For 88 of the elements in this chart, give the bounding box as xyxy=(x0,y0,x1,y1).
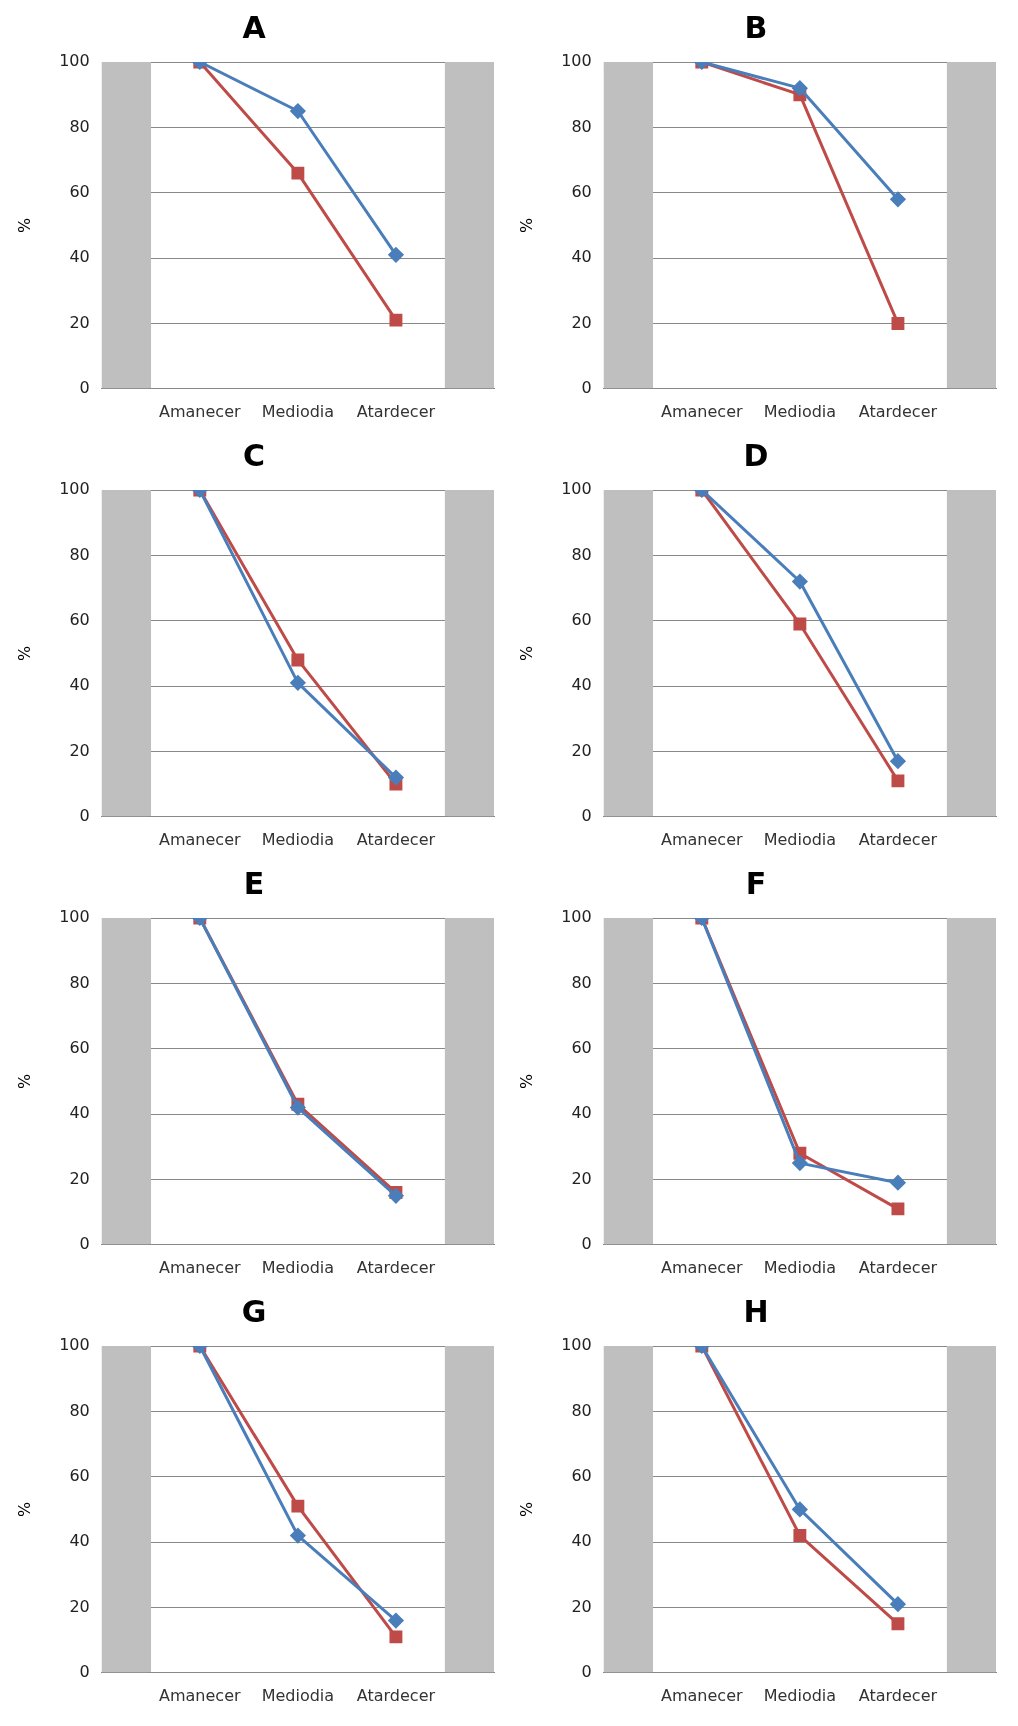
y-tick-label: 0 xyxy=(79,377,90,397)
y-axis-title: % xyxy=(516,217,536,233)
y-tick-label: 20 xyxy=(69,312,90,332)
x-tick-label: Amanecer xyxy=(159,1257,241,1277)
y-tick-label: 100 xyxy=(561,907,592,927)
y-tick-label: 40 xyxy=(69,1103,90,1123)
y-tick-label: 60 xyxy=(571,609,592,629)
y-tick-label: 80 xyxy=(571,116,592,136)
chart-title: E xyxy=(243,865,265,901)
y-tick-label: 60 xyxy=(69,609,90,629)
y-axis-title: % xyxy=(516,1501,536,1517)
x-tick-label: Atardecer xyxy=(356,829,436,849)
y-tick-label: 20 xyxy=(69,1596,90,1616)
y-tick-label: 0 xyxy=(79,805,90,825)
y-tick-label: 100 xyxy=(59,479,90,499)
y-tick-label: 80 xyxy=(69,116,90,136)
y-tick-label: 60 xyxy=(69,1037,90,1057)
y-tick-label: 100 xyxy=(561,479,592,499)
y-tick-label: 80 xyxy=(571,1400,592,1420)
x-tick-label: Atardecer xyxy=(356,1685,436,1705)
chart-title: F xyxy=(745,865,767,901)
y-tick-label: 100 xyxy=(59,907,90,927)
y-tick-label: 100 xyxy=(561,51,592,71)
y-tick-label: 20 xyxy=(69,1168,90,1188)
y-tick-label: 20 xyxy=(69,740,90,760)
y-tick-label: 40 xyxy=(571,675,592,695)
x-tick-label: Amanecer xyxy=(159,829,241,849)
chart-title: D xyxy=(743,437,769,473)
y-tick-label: 100 xyxy=(59,1335,90,1355)
x-tick-label: Amanecer xyxy=(661,401,743,421)
y-tick-label: 40 xyxy=(69,1531,90,1551)
y-tick-label: 20 xyxy=(571,1596,592,1616)
y-tick-label: 60 xyxy=(69,181,90,201)
y-tick-label: 40 xyxy=(69,247,90,267)
x-tick-label: Mediodia xyxy=(261,401,335,421)
y-tick-label: 80 xyxy=(571,544,592,564)
x-tick-label: Atardecer xyxy=(858,1257,938,1277)
x-tick-label: Mediodia xyxy=(763,401,837,421)
y-axis-title: % xyxy=(14,1501,34,1517)
x-tick-label: Amanecer xyxy=(661,829,743,849)
y-tick-label: 40 xyxy=(571,1531,592,1551)
y-tick-label: 80 xyxy=(69,1400,90,1420)
y-tick-label: 80 xyxy=(571,972,592,992)
chart-title: H xyxy=(743,1293,769,1329)
y-tick-label: 60 xyxy=(571,1465,592,1485)
y-tick-label: 80 xyxy=(69,544,90,564)
y-tick-label: 100 xyxy=(59,51,90,71)
y-tick-label: 0 xyxy=(79,1661,90,1681)
x-tick-label: Atardecer xyxy=(356,1257,436,1277)
chart-title: C xyxy=(242,437,266,473)
x-tick-label: Mediodia xyxy=(261,1257,335,1277)
y-tick-label: 80 xyxy=(69,972,90,992)
y-axis-title: % xyxy=(14,1073,34,1089)
y-tick-label: 0 xyxy=(79,1233,90,1253)
x-tick-label: Atardecer xyxy=(858,1685,938,1705)
y-tick-label: 40 xyxy=(571,1103,592,1123)
y-tick-label: 60 xyxy=(571,1037,592,1057)
x-tick-label: Atardecer xyxy=(356,401,436,421)
y-tick-label: 20 xyxy=(571,740,592,760)
x-tick-label: Mediodia xyxy=(261,1685,335,1705)
chart-title: G xyxy=(241,1293,267,1329)
x-tick-label: Amanecer xyxy=(159,1685,241,1705)
y-tick-label: 20 xyxy=(571,312,592,332)
y-axis-title: % xyxy=(14,645,34,661)
y-tick-label: 40 xyxy=(571,247,592,267)
x-tick-label: Mediodia xyxy=(261,829,335,849)
y-axis-title: % xyxy=(14,217,34,233)
y-tick-label: 0 xyxy=(581,377,592,397)
y-tick-label: 60 xyxy=(69,1465,90,1485)
x-tick-label: Atardecer xyxy=(858,829,938,849)
x-tick-label: Amanecer xyxy=(159,401,241,421)
x-tick-label: Amanecer xyxy=(661,1685,743,1705)
x-tick-label: Mediodia xyxy=(763,829,837,849)
y-tick-label: 0 xyxy=(581,1661,592,1681)
y-tick-label: 0 xyxy=(581,805,592,825)
y-tick-label: 20 xyxy=(571,1168,592,1188)
x-tick-label: Atardecer xyxy=(858,401,938,421)
y-axis-title: % xyxy=(516,1073,536,1089)
y-tick-label: 100 xyxy=(561,1335,592,1355)
x-tick-label: Mediodia xyxy=(763,1685,837,1705)
x-tick-label: Mediodia xyxy=(763,1257,837,1277)
y-axis-title: % xyxy=(516,645,536,661)
chart-title: B xyxy=(744,9,768,45)
y-tick-label: 40 xyxy=(69,675,90,695)
x-tick-label: Amanecer xyxy=(661,1257,743,1277)
chart-title: A xyxy=(242,9,267,45)
y-tick-label: 60 xyxy=(571,181,592,201)
y-tick-label: 0 xyxy=(581,1233,592,1253)
